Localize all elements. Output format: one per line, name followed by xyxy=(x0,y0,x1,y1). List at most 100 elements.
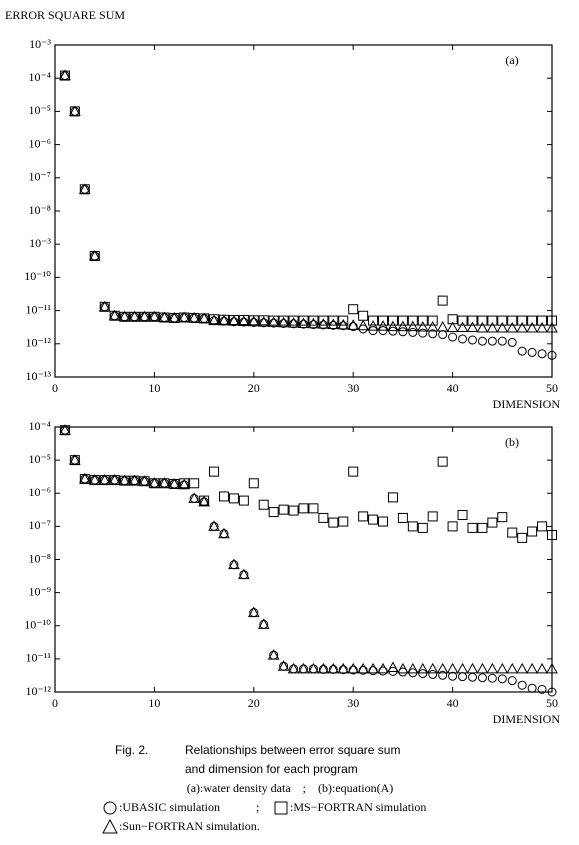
triangle-marker xyxy=(506,662,519,674)
triangle-marker xyxy=(327,662,340,674)
square-marker xyxy=(338,516,349,527)
triangle-marker xyxy=(466,662,479,674)
square-marker xyxy=(507,315,518,326)
triangle-marker xyxy=(78,472,91,484)
square-marker xyxy=(119,475,130,486)
triangle-marker xyxy=(516,662,529,674)
triangle-marker xyxy=(247,315,260,327)
square-marker xyxy=(228,315,239,326)
legend-label: :MS−FORTRAN simulation xyxy=(290,800,426,814)
circle-marker xyxy=(467,335,477,345)
triangle-marker xyxy=(546,321,558,333)
triangle-marker xyxy=(416,662,429,674)
y-tick-label: 10⁻⁴ xyxy=(28,70,51,84)
square-marker xyxy=(228,493,239,504)
square-marker xyxy=(199,313,210,324)
square-marker xyxy=(149,311,160,322)
legend-separator: ; xyxy=(256,800,259,814)
square-marker xyxy=(487,315,498,326)
triangle-marker xyxy=(59,424,71,435)
square-marker xyxy=(189,312,200,323)
triangle-marker xyxy=(228,558,240,570)
square-marker xyxy=(547,529,557,540)
triangle-marker xyxy=(546,662,558,674)
square-marker xyxy=(89,475,100,486)
triangle-marker xyxy=(148,477,161,488)
square-marker xyxy=(318,512,329,523)
square-marker xyxy=(268,315,279,326)
triangle-marker xyxy=(446,321,459,332)
y-tick-label: 10⁻³ xyxy=(29,236,51,250)
square-marker xyxy=(527,315,538,326)
square-marker xyxy=(537,315,548,326)
triangle-marker xyxy=(387,320,399,332)
square-marker xyxy=(547,315,557,326)
square-marker xyxy=(59,425,70,436)
panel-label: (b) xyxy=(505,435,519,449)
square-marker xyxy=(477,315,488,326)
x-axis-title: DIMENSION xyxy=(493,397,561,411)
x-tick-label: 10 xyxy=(148,381,160,395)
triangle-marker xyxy=(277,660,290,671)
square-marker xyxy=(417,522,428,533)
triangle-marker xyxy=(168,477,181,489)
triangle-marker xyxy=(257,316,270,327)
square-marker xyxy=(387,315,398,326)
circle-marker xyxy=(547,350,557,360)
square-marker xyxy=(268,507,279,518)
triangle-marker xyxy=(188,492,201,503)
plot-frame xyxy=(54,426,553,693)
triangle-marker xyxy=(98,300,111,312)
legend-label: :Sun−FORTRAN simulation. xyxy=(119,819,260,833)
circle-marker xyxy=(428,329,438,339)
circle-marker xyxy=(517,346,527,356)
triangle-marker xyxy=(208,314,220,326)
y-tick-label: 10⁻⁷ xyxy=(28,170,51,184)
y-axis-title: ERROR SQUARE SUM xyxy=(5,8,125,22)
x-tick-label: 20 xyxy=(248,696,260,710)
square-marker xyxy=(447,314,458,325)
x-tick-label: 40 xyxy=(447,381,459,395)
y-tick-label: 10⁻⁶ xyxy=(28,485,51,499)
caption-line: and dimension for each program xyxy=(185,762,358,776)
triangle-marker xyxy=(178,478,191,490)
triangle-marker xyxy=(307,662,320,674)
circle-marker xyxy=(328,664,338,674)
square-marker xyxy=(517,532,528,543)
square-marker xyxy=(338,315,349,326)
triangle-marker xyxy=(397,662,409,674)
circle-marker xyxy=(388,326,398,336)
x-tick-label: 20 xyxy=(248,381,260,395)
square-marker xyxy=(199,495,210,506)
square-marker xyxy=(328,315,339,326)
circle-marker xyxy=(458,672,468,682)
y-tick-label: 10⁻¹¹ xyxy=(25,302,51,316)
square-marker xyxy=(179,478,190,489)
y-tick-label: 10⁻¹² xyxy=(25,336,51,350)
triangle-marker xyxy=(128,310,141,322)
square-marker xyxy=(447,521,458,532)
circle-marker xyxy=(507,337,517,347)
triangle-marker xyxy=(307,317,320,329)
triangle-marker xyxy=(337,662,350,674)
y-tick-label: 10⁻¹⁰ xyxy=(24,618,51,632)
triangle-marker xyxy=(327,318,340,330)
triangle-marker xyxy=(506,321,519,333)
square-marker xyxy=(129,311,140,322)
y-tick-label: 10⁻¹² xyxy=(25,684,51,698)
circle-marker xyxy=(438,670,448,680)
circle-marker xyxy=(398,327,408,337)
triangle-marker xyxy=(397,320,409,332)
triangle-marker xyxy=(466,321,479,332)
circle-marker xyxy=(477,336,487,346)
triangle-marker xyxy=(287,317,300,328)
triangle-marker xyxy=(198,312,210,323)
caption-line: Relationships between error square sum xyxy=(185,743,400,757)
square-marker xyxy=(278,315,289,326)
circle-marker xyxy=(408,327,418,337)
legend-label: :UBASIC simulation xyxy=(119,800,220,814)
triangle-marker xyxy=(526,321,538,333)
circle-marker xyxy=(458,334,468,344)
triangle-marker xyxy=(516,321,529,333)
